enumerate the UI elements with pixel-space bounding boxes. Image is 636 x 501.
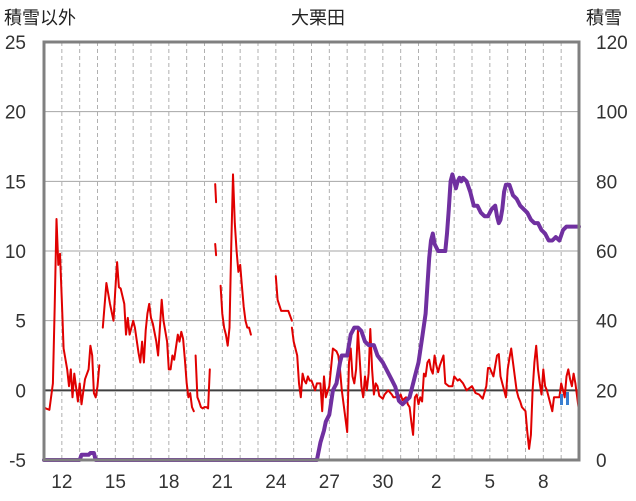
x-tick-label: 5 — [485, 472, 496, 493]
right-tick-label: 0 — [596, 451, 607, 472]
left-tick-label: -5 — [9, 451, 26, 472]
x-tick-label: 15 — [105, 472, 126, 493]
left-tick-label: 20 — [5, 103, 26, 124]
chart-title: 大栗田 — [291, 8, 345, 29]
left-tick-label: 25 — [5, 33, 26, 54]
temperature-line — [219, 173, 252, 347]
x-tick-label: 24 — [265, 472, 287, 493]
left-axis-label: 積雪以外 — [4, 8, 76, 29]
plot-frame — [42, 40, 581, 462]
temperature-line — [214, 243, 218, 257]
marker-mark — [566, 392, 569, 405]
x-tick-label: 21 — [212, 472, 233, 493]
left-tick-label: 5 — [15, 312, 26, 333]
x-tick-label: 2 — [431, 472, 442, 493]
temperature-line — [290, 326, 580, 450]
right-tick-label: 60 — [596, 242, 617, 263]
marker-mark — [560, 394, 563, 405]
series-layer — [42, 172, 581, 462]
temperature-line — [101, 261, 195, 413]
right-tick-label: 40 — [596, 312, 617, 333]
temperature-line — [214, 183, 218, 204]
left-tick-label: 0 — [15, 381, 26, 402]
temperature-line — [43, 218, 101, 411]
right-tick-label: 100 — [596, 103, 628, 124]
x-tick-label: 12 — [51, 472, 72, 493]
temperature-line — [274, 275, 293, 322]
temperature-line — [194, 354, 211, 410]
x-tick-label: 30 — [372, 472, 393, 493]
left-tick-label: 15 — [5, 172, 26, 193]
left-tick-label: 10 — [5, 242, 26, 263]
right-tick-label: 80 — [596, 172, 617, 193]
right-tick-label: 20 — [596, 381, 617, 402]
x-tick-label: 27 — [319, 472, 340, 493]
x-tick-label: 8 — [538, 472, 549, 493]
snow-depth-line — [42, 172, 581, 462]
x-tick-label: 18 — [158, 472, 179, 493]
right-axis-label: 積雪 — [586, 8, 622, 29]
right-tick-label: 120 — [596, 33, 628, 54]
